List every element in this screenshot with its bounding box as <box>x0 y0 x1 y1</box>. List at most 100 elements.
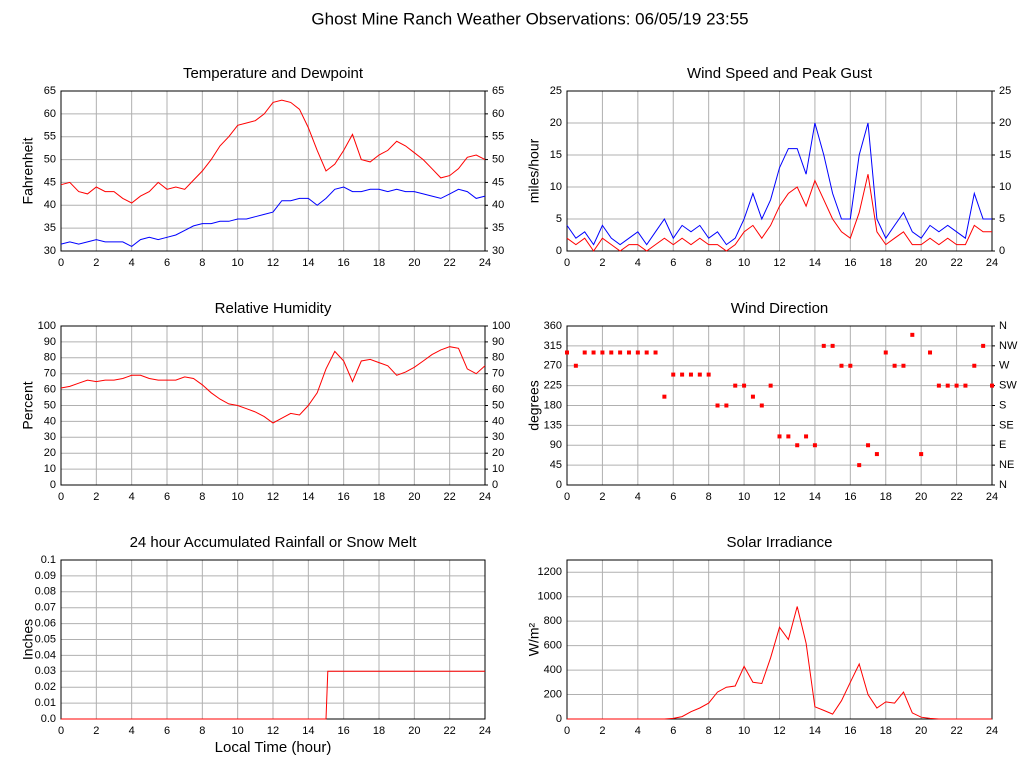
y-tick-label: 45 <box>550 459 562 471</box>
y2-tick-label: 15 <box>999 149 1011 161</box>
y2-tick-label: SE <box>999 419 1014 431</box>
x-tick-label: 18 <box>373 725 385 737</box>
x-tick-label: 2 <box>93 491 99 503</box>
data-point <box>653 350 658 355</box>
x-tick-label: 20 <box>408 725 420 737</box>
x-tick-label: 2 <box>599 257 605 269</box>
panel-title: Temperature and Dewpoint <box>183 65 364 82</box>
x-tick-label: 20 <box>408 257 420 269</box>
y2-tick-label: 80 <box>492 352 504 364</box>
x-tick-label: 14 <box>302 725 314 737</box>
y2-tick-label: 10 <box>492 463 504 475</box>
y2-tick-label: 25 <box>999 85 1011 97</box>
x-tick-label: 14 <box>809 491 821 503</box>
x-tick-label: 12 <box>773 725 785 737</box>
y-tick-label: 0.01 <box>35 697 56 709</box>
y-tick-label: 0.09 <box>35 570 56 582</box>
data-point <box>777 434 782 439</box>
x-tick-label: 8 <box>706 725 712 737</box>
panel-title: Wind Direction <box>731 300 829 317</box>
y-axis-label: miles/hour <box>526 138 542 203</box>
data-point <box>990 383 994 388</box>
x-tick-label: 2 <box>93 257 99 269</box>
y2-tick-label: 45 <box>492 176 504 188</box>
data-point <box>830 343 835 348</box>
x-tick-label: 18 <box>880 257 892 269</box>
x-tick-label: 18 <box>880 491 892 503</box>
x-tick-label: 10 <box>738 257 750 269</box>
y2-tick-label: 35 <box>492 222 504 234</box>
data-point <box>644 350 649 355</box>
data-point <box>972 363 977 368</box>
y-tick-label: 70 <box>44 368 56 380</box>
plot-frame <box>60 325 486 486</box>
data-point <box>874 452 879 457</box>
x-tick-label: 18 <box>373 491 385 503</box>
y-tick-label: 45 <box>44 176 56 188</box>
x-tick-label: 14 <box>809 257 821 269</box>
plot-frame <box>566 90 993 252</box>
y-tick-label: 15 <box>550 149 562 161</box>
y-axis-label: Fahrenheit <box>20 137 36 204</box>
y-tick-label: 35 <box>44 222 56 234</box>
y-tick-label: 360 <box>544 320 562 332</box>
x-tick-label: 22 <box>950 725 962 737</box>
data-point <box>786 434 791 439</box>
x-tick-label: 10 <box>232 491 244 503</box>
x-tick-label: 12 <box>267 257 279 269</box>
y-tick-label: 0.07 <box>35 602 56 614</box>
y2-tick-label: E <box>999 439 1006 451</box>
plot-frame <box>60 90 486 252</box>
y2-tick-label: NE <box>999 459 1014 471</box>
y-tick-label: 200 <box>544 688 562 700</box>
y-tick-label: 315 <box>544 340 562 352</box>
data-point <box>697 372 702 377</box>
data-point <box>804 434 809 439</box>
y-tick-label: 800 <box>544 615 562 627</box>
y-tick-label: 20 <box>44 447 56 459</box>
x-tick-label: 0 <box>564 725 570 737</box>
y-axis-label: W/m² <box>526 622 542 656</box>
x-tick-label: 0 <box>58 491 64 503</box>
data-point <box>671 372 676 377</box>
y-tick-label: 5 <box>556 213 562 225</box>
data-point <box>565 350 569 355</box>
x-tick-label: 14 <box>809 725 821 737</box>
data-point <box>768 383 773 388</box>
x-tick-label: 22 <box>444 491 456 503</box>
x-tick-label: 12 <box>267 491 279 503</box>
data-point <box>706 372 711 377</box>
data-point <box>866 443 871 448</box>
x-tick-label: 2 <box>93 725 99 737</box>
x-tick-label: 24 <box>986 725 998 737</box>
y-tick-label: 0 <box>50 479 56 491</box>
y-tick-label: 0.08 <box>35 586 56 598</box>
data-point <box>936 383 941 388</box>
y-tick-label: 0 <box>556 479 562 491</box>
y-tick-label: 40 <box>44 199 56 211</box>
x-tick-label: 16 <box>844 725 856 737</box>
x-tick-label: 8 <box>199 725 205 737</box>
x-tick-label: 0 <box>564 491 570 503</box>
y-tick-label: 80 <box>44 352 56 364</box>
data-line <box>60 346 486 424</box>
panel-title: Wind Speed and Peak Gust <box>687 65 873 82</box>
y2-tick-label: W <box>999 360 1010 372</box>
data-point <box>883 350 888 355</box>
y-tick-label: 180 <box>544 399 562 411</box>
data-point <box>635 350 640 355</box>
data-point <box>848 363 853 368</box>
x-tick-label: 16 <box>338 725 350 737</box>
y2-tick-label: 5 <box>999 213 1005 225</box>
plot-frame <box>566 559 993 720</box>
y-tick-label: 30 <box>44 431 56 443</box>
x-tick-label: 2 <box>599 491 605 503</box>
y-tick-label: 50 <box>44 153 56 165</box>
y2-tick-label: SW <box>999 380 1017 392</box>
data-point <box>618 350 623 355</box>
y-tick-label: 100 <box>38 320 56 332</box>
y2-tick-label: 65 <box>492 85 504 97</box>
x-tick-label: 24 <box>479 491 491 503</box>
x-tick-label: 4 <box>129 491 135 503</box>
x-tick-label: 22 <box>444 257 456 269</box>
